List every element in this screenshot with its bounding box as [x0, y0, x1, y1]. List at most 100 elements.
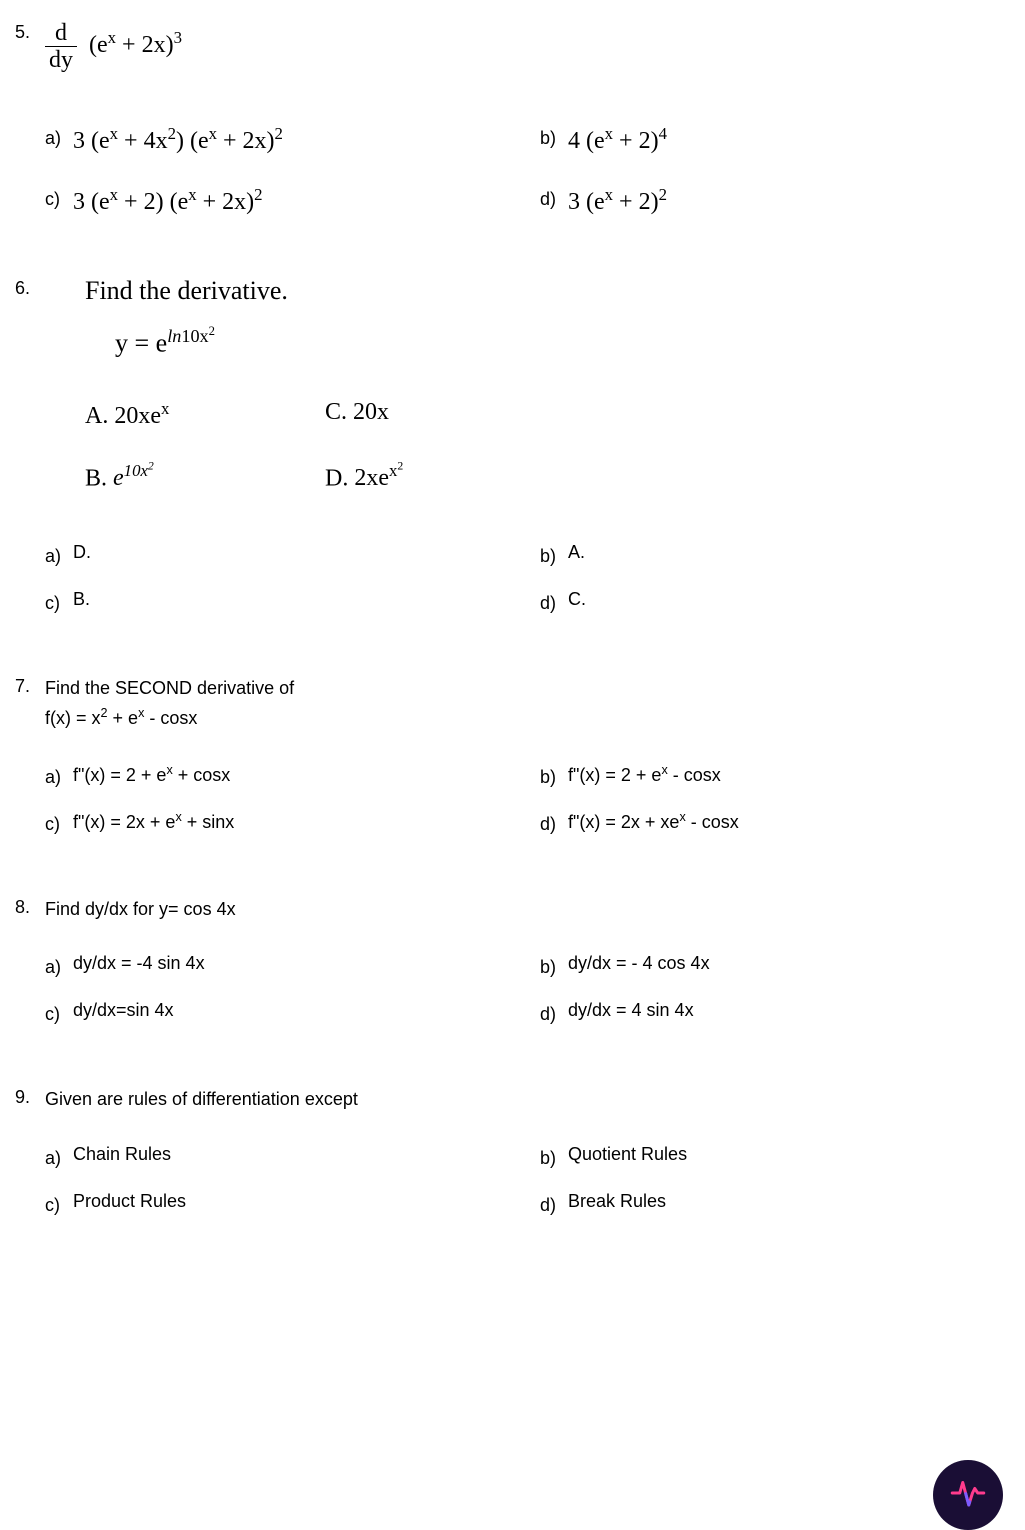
option-letter: c) [45, 589, 73, 614]
options-grid: a) f"(x) = 2 + ex + cosx b) f"(x) = 2 + … [45, 763, 995, 835]
option-b[interactable]: b) f"(x) = 2 + ex - cosx [540, 763, 995, 788]
option-letter: b) [540, 124, 568, 149]
question-number: 5. [15, 20, 45, 216]
option-b[interactable]: b) 4 (ex + 2)4 [540, 124, 995, 155]
option-letter: b) [540, 542, 568, 567]
frac-numerator: d [45, 20, 77, 47]
image-option-expr: 20xex [114, 403, 169, 429]
option-letter: a) [45, 542, 73, 567]
option-d[interactable]: d) f"(x) = 2x + xex - cosx [540, 810, 995, 835]
question-9: 9. Given are rules of differentiation ex… [15, 1085, 995, 1216]
question-6: 6. Find the derivative. y = eln10x2 A. 2… [15, 276, 995, 614]
option-b[interactable]: b) dy/dx = - 4 cos 4x [540, 953, 995, 978]
question-number: 8. [15, 895, 45, 1026]
question-7: 7. Find the SECOND derivative of f(x) = … [15, 674, 995, 835]
fraction: d dy [45, 20, 77, 74]
option-letter: c) [45, 810, 73, 835]
option-text: C. [568, 589, 586, 610]
pulse-icon [950, 1475, 986, 1516]
option-letter: d) [540, 1191, 568, 1216]
option-a[interactable]: a) 3 (ex + 4x2) (ex + 2x)2 [45, 124, 500, 155]
option-letter: d) [540, 810, 568, 835]
image-option-label: D. [325, 465, 348, 491]
question-stem: Given are rules of differentiation excep… [45, 1085, 995, 1114]
stem-expression: (ex + 2x)3 [89, 32, 182, 58]
option-b[interactable]: b) A. [540, 542, 995, 567]
question-5: 5. d dy (ex + 2x)3 a) 3 (ex + 4x2) (ex +… [15, 20, 995, 216]
option-text: B. [73, 589, 90, 610]
option-d[interactable]: d) Break Rules [540, 1191, 995, 1216]
question-number: 9. [15, 1085, 45, 1216]
option-letter: d) [540, 1000, 568, 1025]
option-a[interactable]: a) dy/dx = -4 sin 4x [45, 953, 500, 978]
question-stem: Find dy/dx for y= cos 4x [45, 895, 995, 924]
question-number: 6. [15, 276, 45, 614]
options-grid: a) D. b) A. c) B. d) C. [45, 542, 995, 614]
question-title: Find the derivative. [85, 276, 995, 306]
option-text: Break Rules [568, 1191, 666, 1212]
image-option-label: A. [85, 403, 108, 429]
option-d[interactable]: d) dy/dx = 4 sin 4x [540, 1000, 995, 1025]
option-letter: a) [45, 953, 73, 978]
option-text: 4 (ex + 2)4 [568, 124, 667, 155]
option-d[interactable]: d) C. [540, 589, 995, 614]
option-text: dy/dx=sin 4x [73, 1000, 174, 1021]
option-c[interactable]: c) B. [45, 589, 500, 614]
option-c[interactable]: c) 3 (ex + 2) (ex + 2x)2 [45, 185, 500, 216]
question-image-block: Find the derivative. y = eln10x2 A. 20xe… [85, 276, 995, 492]
image-option-b: B. e10x2 [85, 460, 225, 493]
option-text: f"(x) = 2 + ex - cosx [568, 763, 721, 786]
image-option-a: A. 20xex [85, 399, 225, 430]
option-text: f"(x) = 2 + ex + cosx [73, 763, 230, 786]
frac-denominator: dy [45, 47, 77, 73]
option-c[interactable]: c) Product Rules [45, 1191, 500, 1216]
option-letter: c) [45, 185, 73, 210]
option-text: 3 (ex + 4x2) (ex + 2x)2 [73, 124, 283, 155]
question-equation: y = eln10x2 [115, 324, 995, 359]
image-option-expr: e10x2 [113, 465, 154, 491]
option-text: Quotient Rules [568, 1144, 687, 1165]
option-text: Product Rules [73, 1191, 186, 1212]
help-fab[interactable] [933, 1460, 1003, 1530]
option-c[interactable]: c) dy/dx=sin 4x [45, 1000, 500, 1025]
option-letter: d) [540, 589, 568, 614]
option-c[interactable]: c) f"(x) = 2x + ex + sinx [45, 810, 500, 835]
option-a[interactable]: a) D. [45, 542, 500, 567]
question-8: 8. Find dy/dx for y= cos 4x a) dy/dx = -… [15, 895, 995, 1026]
option-text: A. [568, 542, 585, 563]
option-a[interactable]: a) f"(x) = 2 + ex + cosx [45, 763, 500, 788]
question-body: Find the derivative. y = eln10x2 A. 20xe… [45, 276, 995, 614]
option-letter: c) [45, 1000, 73, 1025]
image-option-c: C. 20x [325, 399, 465, 430]
option-text: 3 (ex + 2) (ex + 2x)2 [73, 185, 263, 216]
option-letter: b) [540, 953, 568, 978]
option-text: dy/dx = - 4 cos 4x [568, 953, 710, 974]
question-stem: Find the SECOND derivative of f(x) = x2 … [45, 674, 995, 733]
image-option-label: B. [85, 465, 107, 491]
question-body: Find the SECOND derivative of f(x) = x2 … [45, 674, 995, 835]
option-text: dy/dx = 4 sin 4x [568, 1000, 694, 1021]
question-body: Given are rules of differentiation excep… [45, 1085, 995, 1216]
question-body: Find dy/dx for y= cos 4x a) dy/dx = -4 s… [45, 895, 995, 1026]
option-letter: a) [45, 763, 73, 788]
option-text: dy/dx = -4 sin 4x [73, 953, 205, 974]
option-a[interactable]: a) Chain Rules [45, 1144, 500, 1169]
question-body: d dy (ex + 2x)3 a) 3 (ex + 4x2) (ex + 2x… [45, 20, 995, 216]
option-b[interactable]: b) Quotient Rules [540, 1144, 995, 1169]
image-option-expr: 20x [353, 399, 389, 425]
question-stem: d dy (ex + 2x)3 [45, 20, 995, 74]
image-option-row-2: B. e10x2 D. 2xex2 [85, 460, 995, 493]
stem-line-2: f(x) = x2 + ex - cosx [45, 703, 995, 733]
options-grid: a) 3 (ex + 4x2) (ex + 2x)2 b) 4 (ex + 2)… [45, 124, 995, 216]
option-letter: a) [45, 124, 73, 149]
image-option-d: D. 2xex2 [325, 460, 465, 493]
option-text: Chain Rules [73, 1144, 171, 1165]
option-letter: c) [45, 1191, 73, 1216]
option-text: f"(x) = 2x + ex + sinx [73, 810, 234, 833]
option-text: f"(x) = 2x + xex - cosx [568, 810, 739, 833]
option-letter: b) [540, 1144, 568, 1169]
option-d[interactable]: d) 3 (ex + 2)2 [540, 185, 995, 216]
options-grid: a) Chain Rules b) Quotient Rules c) Prod… [45, 1144, 995, 1216]
image-option-row-1: A. 20xex C. 20x [85, 399, 995, 430]
option-letter: b) [540, 763, 568, 788]
